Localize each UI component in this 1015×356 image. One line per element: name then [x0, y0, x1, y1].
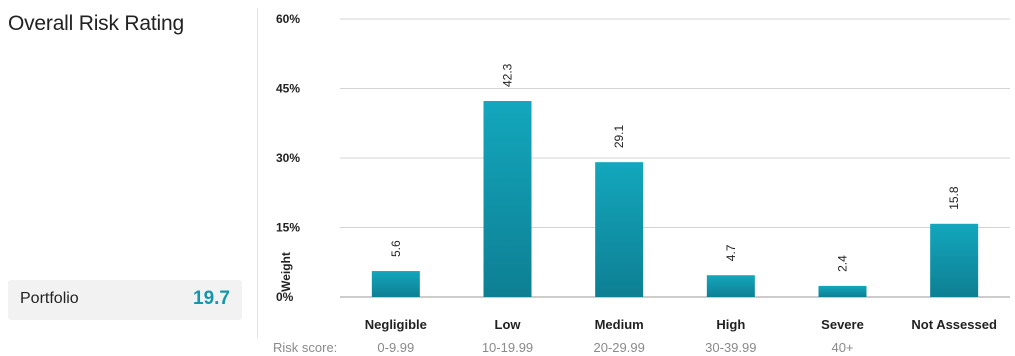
- data-label: 5.6: [389, 240, 403, 257]
- bar: [595, 162, 644, 297]
- category-label: Severe: [821, 317, 864, 332]
- risk-score-range: 10-19.99: [482, 340, 533, 355]
- y-axis-ticks: 0% 15% 30% 45% 60%: [276, 12, 300, 304]
- y-tick-label: 60%: [276, 12, 300, 26]
- data-label: 2.4: [836, 255, 850, 272]
- portfolio-label: Portfolio: [20, 290, 79, 307]
- bar: [818, 285, 867, 297]
- y-tick-label: 0%: [276, 290, 294, 304]
- bar: [706, 275, 755, 297]
- category-label: High: [716, 317, 745, 332]
- risk-score-ranges: 0-9.99 10-19.99 20-29.99 30-39.99 40+: [377, 340, 853, 355]
- data-label: 29.1: [612, 124, 626, 148]
- category-labels: Negligible Low Medium High Severe Not Assesse…: [365, 317, 997, 332]
- bar: [483, 101, 532, 297]
- data-label: 15.8: [947, 186, 961, 210]
- risk-score-range: 0-9.99: [377, 340, 414, 355]
- y-tick-label: 15%: [276, 221, 300, 235]
- panel-title: Overall Risk Rating: [8, 12, 184, 35]
- y-axis-label: Weight: [279, 252, 293, 292]
- category-label: Negligible: [365, 317, 427, 332]
- bar: [371, 271, 420, 297]
- gridlines: [340, 18, 1010, 298]
- y-tick-label: 30%: [276, 151, 300, 165]
- category-label: Not Assessed: [911, 317, 997, 332]
- category-label: Low: [495, 317, 522, 332]
- data-label: 4.7: [724, 244, 738, 261]
- risk-score-range: 40+: [831, 340, 853, 355]
- bars: [371, 101, 979, 297]
- risk-score-range: 30-39.99: [705, 340, 756, 355]
- risk-score-range: 20-29.99: [594, 340, 645, 355]
- panel-divider: [257, 8, 258, 338]
- portfolio-summary: Portfolio 19.7: [8, 280, 242, 320]
- data-labels: 5.6 42.3 29.1 4.7 2.4 15.8: [389, 63, 961, 272]
- portfolio-value: 19.7: [193, 288, 230, 309]
- y-tick-label: 45%: [276, 82, 300, 96]
- data-label: 42.3: [501, 63, 515, 87]
- bar: [930, 223, 979, 297]
- category-label: Medium: [595, 317, 644, 332]
- risk-score-label: Risk score:: [273, 340, 337, 355]
